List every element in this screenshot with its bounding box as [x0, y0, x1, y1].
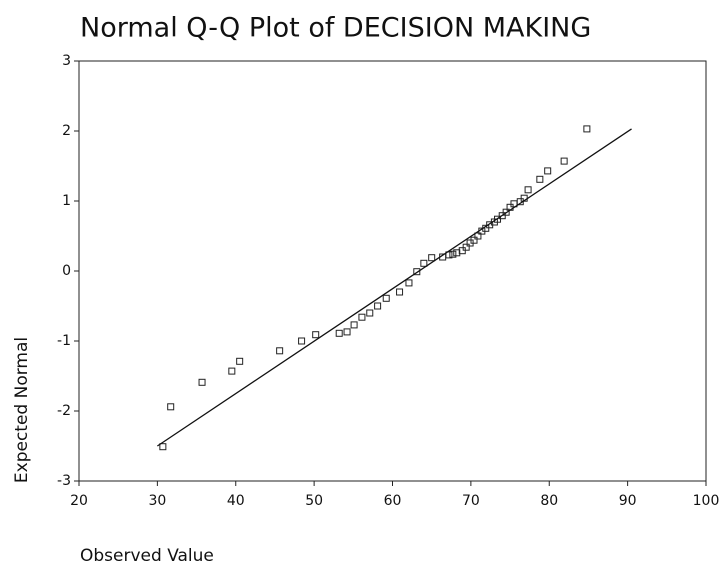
x-tick-label: 90 — [619, 493, 637, 509]
data-point — [396, 288, 404, 296]
x-tick-label: 30 — [148, 493, 166, 509]
y-tick-label: -3 — [57, 473, 71, 489]
data-point — [453, 249, 461, 257]
data-point — [524, 186, 532, 194]
data-point — [358, 313, 366, 321]
x-tick-label: 100 — [693, 493, 720, 509]
data-point — [167, 403, 175, 411]
data-point — [198, 378, 206, 386]
data-point — [462, 243, 470, 251]
data-point — [312, 331, 320, 339]
y-tick-label: 1 — [62, 193, 71, 209]
data-point — [470, 236, 478, 244]
data-point — [420, 259, 428, 267]
x-tick-label: 60 — [384, 493, 402, 509]
x-axis-label: Observed Value — [80, 546, 214, 566]
data-point — [350, 321, 358, 329]
reference-line — [157, 128, 632, 447]
data-point — [413, 268, 421, 276]
data-point — [343, 328, 351, 336]
y-tick-label: 3 — [62, 53, 71, 69]
x-tick-label: 70 — [462, 493, 480, 509]
data-point — [366, 309, 374, 317]
data-point — [228, 367, 236, 375]
y-tick-label: -2 — [57, 403, 71, 419]
data-point — [560, 157, 568, 165]
plot-frame — [78, 60, 707, 482]
x-tick-label: 80 — [540, 493, 558, 509]
data-point — [374, 302, 382, 310]
data-point — [445, 251, 453, 259]
data-point — [536, 175, 544, 183]
x-tick-label: 20 — [70, 493, 88, 509]
y-tick-label: 2 — [62, 123, 71, 139]
data-point — [382, 294, 390, 302]
data-point — [276, 347, 284, 355]
data-point — [236, 357, 244, 365]
y-tick-label: 0 — [62, 263, 71, 279]
data-point — [502, 208, 510, 216]
data-point — [428, 254, 436, 262]
x-tick-label: 50 — [305, 493, 323, 509]
chart-title: Normal Q-Q Plot of DECISION MAKING — [80, 13, 591, 44]
data-point — [159, 443, 167, 451]
data-point — [544, 167, 552, 175]
data-point — [335, 329, 343, 337]
y-tick-label: -1 — [57, 333, 71, 349]
data-point — [474, 232, 482, 240]
x-tick-label: 40 — [227, 493, 245, 509]
data-point — [405, 279, 413, 287]
data-point — [449, 250, 457, 258]
y-axis-label: Expected Normal — [12, 337, 32, 483]
data-point — [583, 125, 591, 133]
data-point — [298, 337, 306, 345]
